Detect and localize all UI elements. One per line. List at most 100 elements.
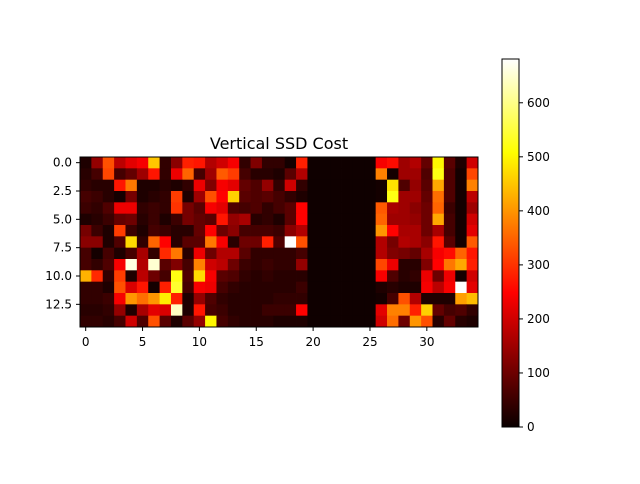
heatmap-cell [114, 281, 126, 294]
heatmap-cell [421, 304, 433, 317]
heatmap-cell [409, 225, 422, 237]
heatmap-cell [398, 281, 411, 294]
heatmap-cell [432, 315, 445, 328]
heatmap-cell [432, 270, 445, 283]
heatmap-cell [159, 293, 172, 305]
heatmap-cell [375, 304, 388, 317]
heatmap-cell [387, 247, 399, 260]
heatmap-cell [284, 236, 297, 249]
heatmap-cell [205, 225, 217, 237]
heatmap-cell [421, 315, 433, 328]
heatmap-cell [205, 202, 217, 215]
heatmap-cell [216, 179, 229, 192]
heatmap-cell [159, 179, 172, 192]
heatmap-cell [466, 168, 479, 181]
heatmap-cell [250, 179, 263, 192]
heatmap-cell [455, 281, 468, 294]
heatmap-cell [387, 259, 399, 271]
heatmap-cell [409, 315, 422, 328]
heatmap-cell [170, 225, 183, 237]
heatmap-cell [409, 157, 422, 169]
heatmap-cell [125, 293, 138, 305]
heatmap-cell [409, 247, 422, 260]
heatmap-cell [432, 168, 445, 181]
heatmap-cell [273, 259, 286, 271]
heatmap-cell [227, 168, 240, 181]
heatmap-cell [341, 179, 354, 192]
heatmap-cell [466, 304, 479, 317]
heatmap-cell [296, 259, 308, 271]
heatmap-cell [398, 179, 411, 192]
x-tick-label: 5 [139, 335, 147, 349]
heatmap-cell [421, 213, 433, 226]
heatmap-cell [136, 304, 149, 317]
heatmap-cell [114, 213, 126, 226]
heatmap-cell [159, 202, 172, 215]
x-tick-label: 10 [192, 335, 207, 349]
heatmap-cell [364, 281, 377, 294]
heatmap-cell [227, 270, 240, 283]
heatmap-cell [91, 270, 104, 283]
heatmap-cell [318, 270, 331, 283]
heatmap-cell [114, 293, 126, 305]
heatmap-cell [307, 293, 320, 305]
heatmap-cell [273, 247, 286, 260]
heatmap-cell [318, 191, 331, 203]
heatmap-cell [205, 157, 217, 169]
heatmap-cell [159, 247, 172, 260]
heatmap-cell [159, 281, 172, 294]
heatmap-cell [227, 179, 240, 192]
heatmap-cell [466, 179, 479, 192]
heatmap-cell [125, 191, 138, 203]
colorbar-tick-label: 200 [527, 312, 550, 326]
heatmap-cell [148, 225, 160, 237]
heatmap-cell [261, 270, 274, 283]
heatmap-cell [205, 293, 217, 305]
heatmap-cell [114, 304, 126, 317]
heatmap-cell [466, 225, 479, 237]
heatmap-cell [170, 191, 183, 203]
heatmap-cell [364, 304, 377, 317]
heatmap-cell [80, 179, 92, 192]
heatmap-cell [193, 281, 206, 294]
heatmap-cell [296, 293, 308, 305]
heatmap-cell [421, 168, 433, 181]
heatmap-cell [421, 202, 433, 215]
heatmap-cell [387, 213, 399, 226]
heatmap-cell [193, 315, 206, 328]
heatmap-cell [409, 191, 422, 203]
heatmap-cell [148, 247, 160, 260]
heatmap-cell [102, 270, 115, 283]
heatmap-cell [387, 157, 399, 169]
heatmap-cell [364, 259, 377, 271]
heatmap-cell [443, 293, 456, 305]
heatmap-cell [227, 213, 240, 226]
heatmap-cell [136, 157, 149, 169]
heatmap-cell [432, 281, 445, 294]
heatmap-cell [182, 202, 195, 215]
y-axis: 0.0 2.5 5.0 7.5 10.0 12.5 [45, 156, 80, 311]
heatmap-cell [102, 202, 115, 215]
heatmap-cell [136, 293, 149, 305]
heatmap-cell [273, 304, 286, 317]
heatmap-cell [216, 304, 229, 317]
heatmap-cell [182, 293, 195, 305]
heatmap-cell [341, 168, 354, 181]
y-tick-label: 7.5 [53, 241, 72, 255]
heatmap-cell [170, 179, 183, 192]
heatmap-cell [318, 236, 331, 249]
heatmap-cell [284, 304, 297, 317]
heatmap-cell [136, 191, 149, 203]
heatmap-cell [409, 236, 422, 249]
heatmap-cell [250, 247, 263, 260]
heatmap-cell [296, 270, 308, 283]
heatmap-cell [182, 191, 195, 203]
heatmap-cell [421, 247, 433, 260]
heatmap-cell [284, 202, 297, 215]
heatmap-cell [409, 293, 422, 305]
heatmap-cell [261, 236, 274, 249]
heatmap-cell [443, 236, 456, 249]
heatmap-cell [239, 293, 251, 305]
heatmap-cell [284, 259, 297, 271]
heatmap-cell [125, 213, 138, 226]
